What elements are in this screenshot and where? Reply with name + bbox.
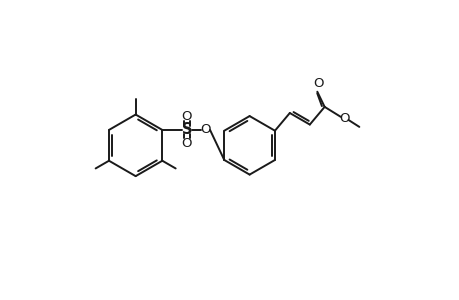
Text: O: O xyxy=(200,123,210,136)
Text: O: O xyxy=(339,112,349,125)
Text: O: O xyxy=(181,136,192,149)
Text: S: S xyxy=(181,122,192,137)
Text: O: O xyxy=(313,77,324,90)
Text: O: O xyxy=(181,110,192,123)
